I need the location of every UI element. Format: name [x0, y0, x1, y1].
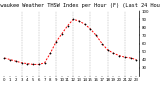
Text: Milwaukee Weather THSW Index per Hour (F) (Last 24 Hours): Milwaukee Weather THSW Index per Hour (F… [0, 3, 160, 8]
